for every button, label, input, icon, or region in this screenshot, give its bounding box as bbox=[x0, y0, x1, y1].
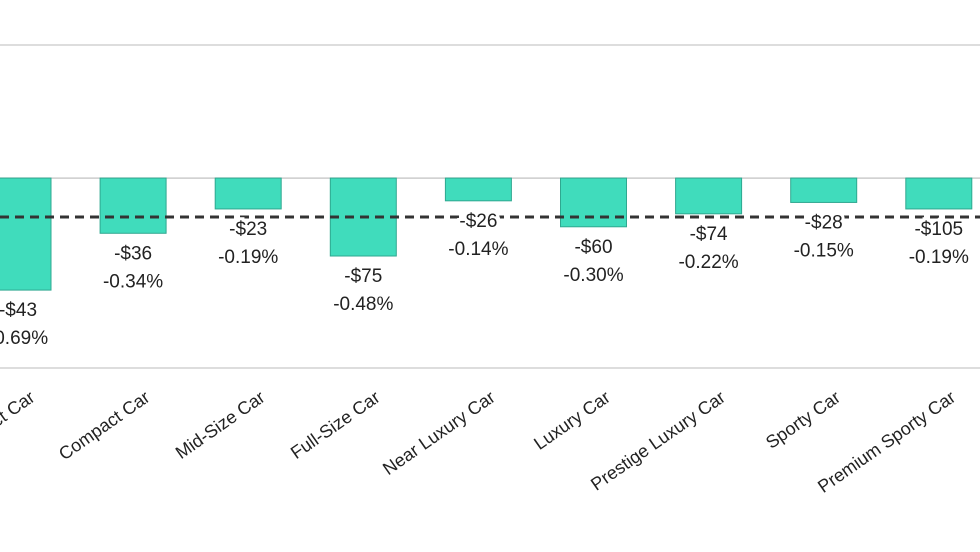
amount-label: -$36 bbox=[114, 243, 152, 264]
bar bbox=[675, 177, 743, 215]
amount-label: -$26 bbox=[459, 211, 497, 232]
x-tick-label: Near Luxury Car bbox=[379, 387, 499, 479]
value-label: -0.14% bbox=[448, 239, 508, 260]
x-tick-label: Compact Car bbox=[55, 387, 153, 464]
amount-label: -$28 bbox=[805, 212, 843, 233]
bar bbox=[905, 177, 973, 210]
amount-label: -$23 bbox=[229, 219, 267, 240]
value-label: -0.15% bbox=[794, 240, 854, 261]
bar bbox=[214, 177, 282, 210]
value-label: -0.19% bbox=[218, 247, 278, 268]
value-label: -0.34% bbox=[103, 271, 163, 292]
value-label: -0.30% bbox=[563, 265, 623, 286]
value-label: -0.69% bbox=[0, 328, 48, 349]
value-label: -0.48% bbox=[333, 294, 393, 315]
value-label: -0.22% bbox=[678, 252, 738, 273]
amount-label: -$75 bbox=[344, 266, 382, 287]
amount-label: -$105 bbox=[914, 219, 963, 240]
amount-label: -$43 bbox=[0, 300, 37, 321]
bar bbox=[790, 177, 858, 203]
bar bbox=[560, 177, 627, 228]
x-tick-label: Subcompact Car bbox=[0, 387, 38, 480]
bar bbox=[99, 177, 167, 234]
value-label: -0.19% bbox=[909, 247, 969, 268]
x-tick-label: Full-Size Car bbox=[287, 387, 384, 463]
amount-label: -$74 bbox=[690, 224, 728, 245]
bar bbox=[444, 177, 512, 202]
bar bbox=[0, 177, 52, 291]
x-tick-label: Mid-Size Car bbox=[172, 387, 269, 463]
x-tick-label: Luxury Car bbox=[530, 387, 614, 454]
x-tick-label: Sporty Car bbox=[762, 387, 844, 453]
amount-label: -$60 bbox=[574, 237, 612, 258]
